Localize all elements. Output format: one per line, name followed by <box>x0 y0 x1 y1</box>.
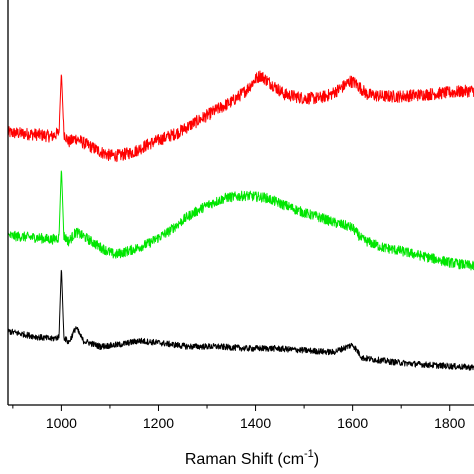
x-ticks: 1000 1200 1400 1600 1800 <box>12 405 466 431</box>
spectrum-line-3 <box>7 269 474 371</box>
x-tick-label: 1000 <box>46 415 77 431</box>
spectrum-line-1 <box>7 70 474 163</box>
x-tick-label: 1200 <box>143 415 174 431</box>
x-axis-title: Raman Shift (cm-1) <box>185 448 319 468</box>
x-tick-label: 1400 <box>240 415 271 431</box>
spectrum-line-2 <box>7 170 474 271</box>
x-tick-label: 1600 <box>337 415 368 431</box>
plot-content <box>7 70 474 371</box>
x-tick-label: 1800 <box>434 415 465 431</box>
